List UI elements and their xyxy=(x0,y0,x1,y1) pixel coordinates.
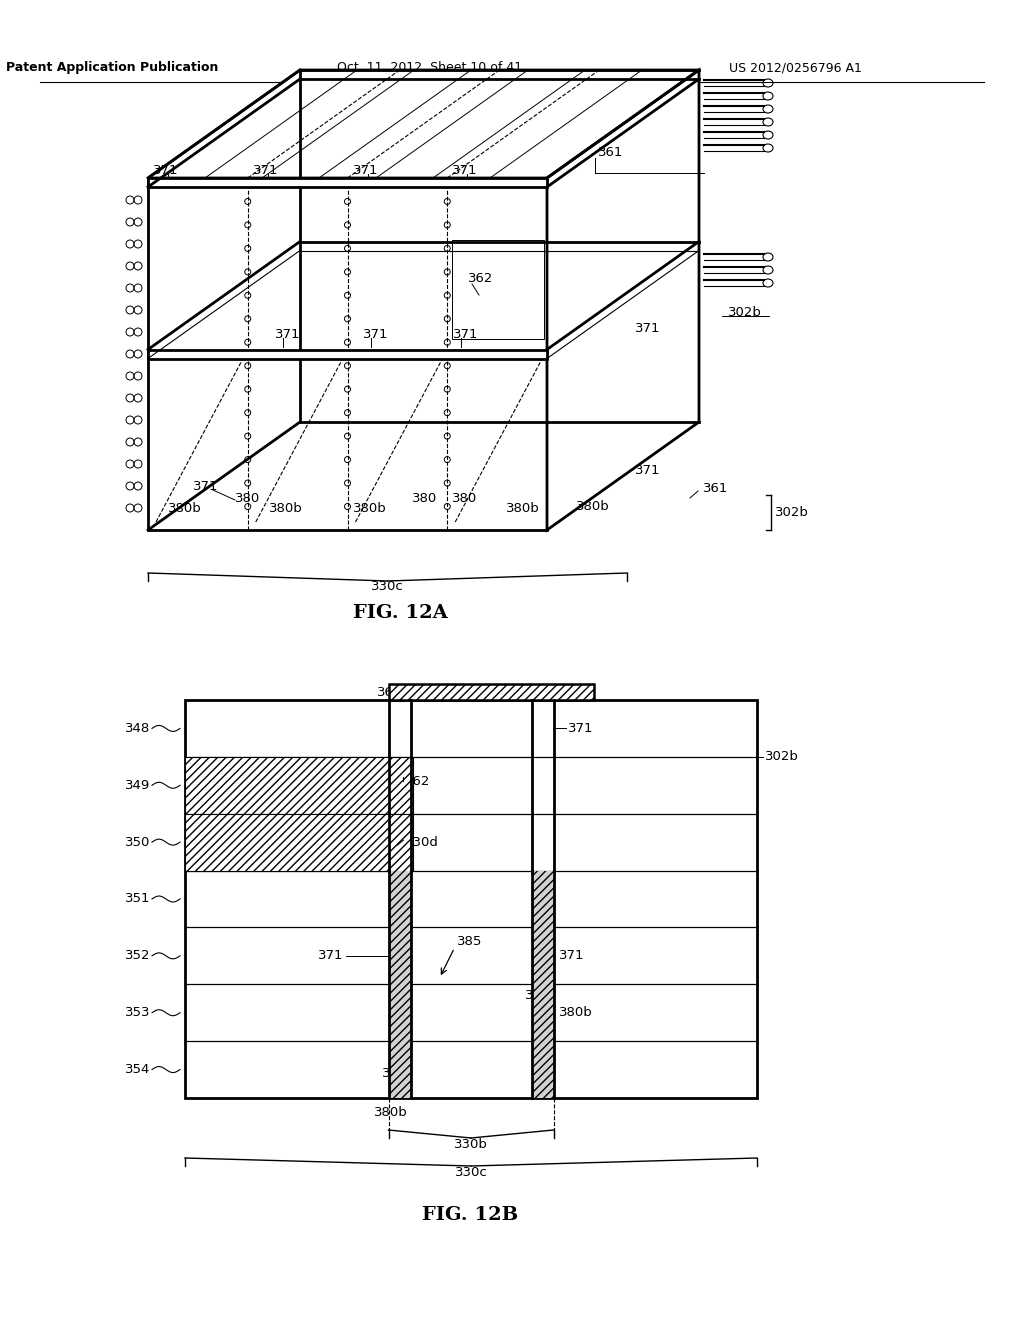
Text: 371: 371 xyxy=(318,949,343,962)
Text: 351: 351 xyxy=(125,892,150,906)
Text: 380b: 380b xyxy=(506,502,540,515)
Text: 385: 385 xyxy=(457,936,482,948)
Text: 361: 361 xyxy=(703,482,728,495)
Text: 371: 371 xyxy=(558,949,584,962)
Bar xyxy=(185,813,413,871)
Polygon shape xyxy=(547,70,699,531)
Text: 380b: 380b xyxy=(353,502,387,515)
Text: 361: 361 xyxy=(598,145,624,158)
Text: 371: 371 xyxy=(153,164,178,177)
Text: 380b: 380b xyxy=(269,502,303,515)
Text: 362c: 362c xyxy=(195,836,227,849)
Text: 371: 371 xyxy=(253,164,279,177)
Text: 371: 371 xyxy=(635,322,660,334)
Text: 354: 354 xyxy=(125,1063,150,1076)
Bar xyxy=(148,350,547,359)
Text: 330c: 330c xyxy=(455,1167,487,1180)
Text: 371: 371 xyxy=(453,164,478,177)
Text: 362: 362 xyxy=(404,775,430,788)
Text: 302b: 302b xyxy=(728,305,762,318)
Text: US 2012/0256796 A1: US 2012/0256796 A1 xyxy=(728,62,861,74)
Text: 380: 380 xyxy=(413,492,437,506)
Text: 371: 371 xyxy=(362,327,388,341)
Text: 350: 350 xyxy=(125,836,150,849)
Text: FIG. 12A: FIG. 12A xyxy=(352,605,447,622)
Bar xyxy=(531,871,554,1098)
Text: 371: 371 xyxy=(635,463,660,477)
Text: 352: 352 xyxy=(125,949,150,962)
Text: 371: 371 xyxy=(352,164,378,177)
Text: 330b: 330b xyxy=(454,1138,488,1151)
Text: 362: 362 xyxy=(468,272,494,285)
Text: 371: 371 xyxy=(275,327,300,341)
Text: 330d: 330d xyxy=(404,836,438,849)
Text: 380: 380 xyxy=(382,1067,408,1080)
Text: 380b: 380b xyxy=(558,1006,592,1019)
Text: 371: 371 xyxy=(453,327,478,341)
Text: Oct. 11, 2012  Sheet 10 of 41: Oct. 11, 2012 Sheet 10 of 41 xyxy=(338,62,522,74)
Text: 380: 380 xyxy=(236,492,261,506)
Text: 380b: 380b xyxy=(577,499,610,512)
Text: 302b: 302b xyxy=(765,750,799,763)
Text: 380: 380 xyxy=(525,989,550,1002)
Text: 330c: 330c xyxy=(371,581,403,594)
Text: 380b: 380b xyxy=(168,502,202,515)
Text: 380b: 380b xyxy=(374,1106,408,1118)
Text: FIG. 12B: FIG. 12B xyxy=(422,1206,518,1224)
Text: 380: 380 xyxy=(453,492,477,506)
Text: Patent Application Publication: Patent Application Publication xyxy=(6,62,218,74)
Bar xyxy=(388,684,594,700)
Bar xyxy=(388,871,411,1098)
Text: 353: 353 xyxy=(125,1006,150,1019)
Bar xyxy=(185,756,413,813)
Text: 371: 371 xyxy=(193,480,218,494)
Bar xyxy=(185,700,757,1098)
Text: 349: 349 xyxy=(125,779,150,792)
Text: 348: 348 xyxy=(125,722,150,735)
Text: 371: 371 xyxy=(567,722,593,735)
Text: 361: 361 xyxy=(377,686,402,700)
Text: 362b: 362b xyxy=(195,779,229,792)
Polygon shape xyxy=(148,70,699,178)
Text: 302b: 302b xyxy=(775,506,809,519)
Polygon shape xyxy=(148,178,547,531)
Bar xyxy=(148,178,547,187)
